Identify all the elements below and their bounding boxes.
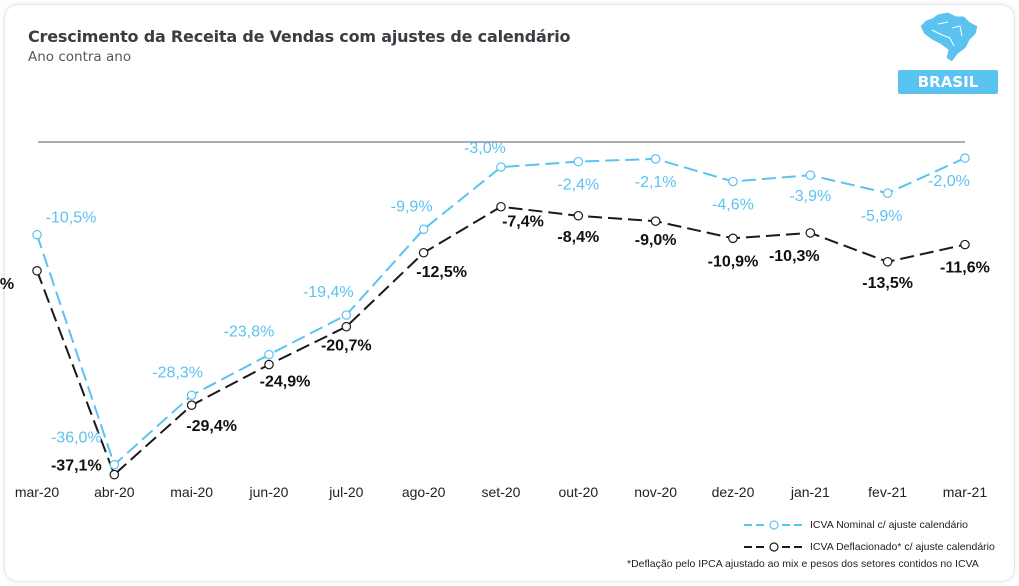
data-point-nominal [264, 349, 274, 360]
data-point-deflated [728, 233, 738, 244]
data-label-nominal: -5,9% [861, 208, 903, 225]
data-point-nominal [496, 162, 506, 172]
data-point-deflated [341, 321, 352, 332]
footnote: *Deflação pelo IPCA ajustado ao mix e pe… [627, 558, 979, 570]
data-label-deflated: -10,9% [708, 253, 759, 270]
x-tick-label: mar-21 [943, 484, 988, 500]
data-label-nominal: -19,4% [303, 284, 354, 301]
data-point-nominal [32, 229, 42, 240]
data-point-nominal [573, 156, 584, 167]
data-label-nominal: -2,0% [928, 173, 970, 190]
series-line-deflated [36, 205, 966, 477]
x-tick-label: mar-20 [15, 484, 60, 500]
x-tick-label: fev-21 [868, 484, 907, 500]
data-point-deflated [109, 469, 120, 480]
data-point-nominal [341, 310, 352, 320]
data-point-deflated [418, 247, 429, 258]
x-tick-label: dez-20 [712, 484, 755, 500]
legend-label-deflated: ICVA Deflacionado* c/ ajuste calendário [810, 541, 995, 553]
legend-label-nominal: ICVA Nominal c/ ajuste calendário [810, 519, 968, 531]
x-tick-label: jun-20 [249, 484, 289, 500]
chart-card [4, 4, 1015, 582]
x-tick-label: nov-20 [634, 484, 677, 500]
data-label-deflated: -24,9% [260, 374, 311, 391]
brazil-map-icon [919, 11, 979, 63]
data-label-deflated: -10,3% [769, 248, 820, 265]
data-label-deflated: -37,1% [51, 458, 102, 475]
data-point-deflated [32, 265, 42, 276]
data-point-deflated [960, 239, 970, 250]
data-label-deflated: % [0, 276, 14, 293]
data-point-nominal [882, 188, 893, 199]
region-badge: BRASIL [898, 70, 998, 94]
data-label-deflated: -7,4% [502, 214, 544, 231]
data-point-deflated [264, 359, 274, 370]
x-tick-label: jul-20 [328, 484, 363, 500]
legend-item-deflated: ICVA Deflacionado* c/ ajuste calendário [744, 536, 995, 558]
data-point-nominal [418, 224, 429, 235]
data-label-nominal: -36,0% [51, 430, 102, 447]
data-point-deflated [650, 216, 661, 226]
data-point-deflated [573, 210, 584, 221]
data-label-deflated: -13,5% [862, 275, 913, 292]
data-label-nominal: -10,5% [46, 210, 97, 227]
data-label-nominal: -2,4% [557, 177, 599, 194]
x-tick-label: jan-21 [790, 484, 830, 500]
x-tick-label: abr-20 [94, 484, 135, 500]
data-label-deflated: -29,4% [186, 418, 237, 435]
chart-legend: ICVA Nominal c/ ajuste calendário ICVA D… [744, 514, 995, 558]
data-label-deflated: -12,5% [416, 264, 467, 281]
data-point-deflated [805, 228, 816, 238]
data-label-nominal: -3,0% [464, 140, 506, 157]
x-tick-label: ago-20 [402, 484, 446, 500]
x-tick-label: out-20 [558, 484, 598, 500]
data-point-deflated [496, 201, 506, 212]
x-tick-label: set-20 [482, 484, 521, 500]
chart-subtitle: Ano contra ano [28, 49, 132, 65]
data-label-deflated: -9,0% [635, 232, 677, 249]
data-label-nominal: -3,9% [789, 188, 831, 205]
x-tick-label: mai-20 [170, 484, 213, 500]
legend-swatch-nominal [744, 520, 804, 530]
data-label-nominal: -2,1% [635, 174, 677, 191]
chart-title: Crescimento da Receita de Vendas com aju… [28, 27, 571, 46]
data-point-deflated [882, 256, 893, 267]
data-point-nominal [109, 459, 120, 470]
data-label-deflated: -11,6% [940, 260, 990, 277]
data-label-nominal: -9,9% [391, 198, 433, 215]
data-label-deflated: -8,4% [557, 229, 599, 246]
legend-swatch-deflated [744, 542, 804, 552]
data-point-nominal [186, 390, 197, 401]
data-label-nominal: -4,6% [712, 196, 754, 213]
data-point-nominal [728, 176, 738, 187]
data-label-nominal: -23,8% [224, 324, 275, 341]
data-point-nominal [960, 153, 970, 163]
data-point-deflated [186, 400, 197, 410]
data-label-deflated: -20,7% [321, 338, 372, 355]
data-label-nominal: -28,3% [152, 364, 203, 381]
data-point-nominal [650, 154, 661, 164]
data-point-nominal [805, 170, 816, 180]
legend-item-nominal: ICVA Nominal c/ ajuste calendário [744, 514, 995, 536]
